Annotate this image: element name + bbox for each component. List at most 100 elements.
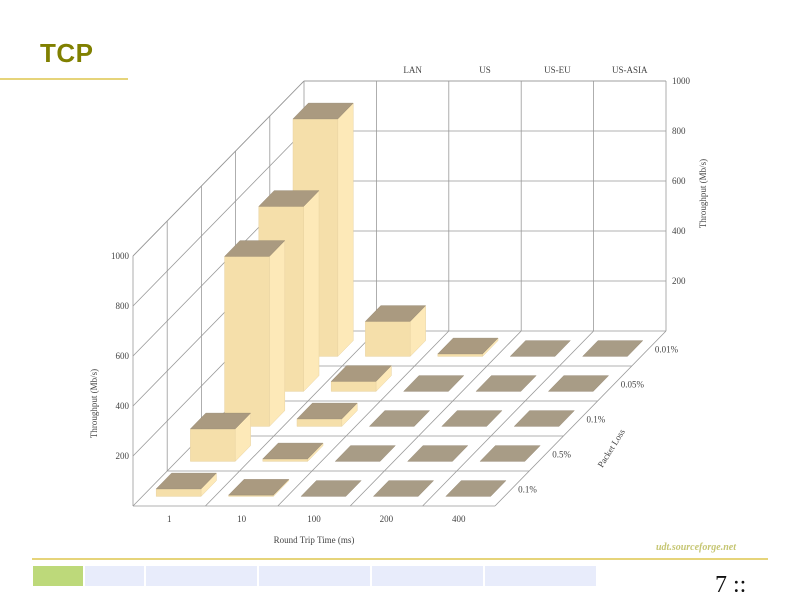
bar-top-face (437, 337, 499, 355)
left-y-axis-title: Throughput (Mb/s) (89, 369, 99, 438)
bar (509, 340, 571, 357)
back-wall-category-label: US-EU (544, 65, 571, 75)
right-y-axis-title: Throughput (Mb/s) (698, 159, 708, 228)
bar-front-face (262, 458, 308, 462)
bar (262, 442, 324, 463)
right-y-tick-label: 1000 (672, 76, 691, 86)
bar-top-face (372, 480, 435, 497)
bar (582, 340, 644, 357)
bar-top-face (262, 442, 324, 460)
right-y-tick-label: 600 (672, 176, 686, 186)
left-y-tick-label: 200 (116, 451, 130, 461)
footer-segment-3[interactable] (146, 566, 257, 586)
bar (368, 410, 431, 427)
right-y-tick-label: 200 (672, 276, 686, 286)
left-y-tick-label: 800 (116, 301, 130, 311)
depth-axis-title: Packet Loss (596, 427, 628, 469)
left-y-tick-label: 400 (116, 401, 130, 411)
bar (437, 337, 499, 358)
x-tick-label: 100 (307, 514, 321, 524)
left-wall-horizontal-gridline (132, 80, 305, 257)
depth-tick-label: 0.01% (655, 345, 679, 355)
depth-tick-label: 0.1% (518, 485, 537, 495)
depth-tick-label: 0.05% (621, 380, 645, 390)
bar-front-face (330, 381, 377, 392)
footer-segment-5[interactable] (372, 566, 483, 586)
bar-side-face (337, 102, 354, 358)
footer-divider (32, 558, 768, 560)
bar (547, 375, 610, 392)
bar (364, 304, 427, 358)
footer-segment-1[interactable] (33, 566, 83, 586)
page-number: 7 :: (715, 572, 747, 598)
bar-top-face (479, 445, 541, 462)
footer-segment-4[interactable] (259, 566, 370, 586)
bar-front-face (190, 428, 236, 462)
bar-top-face (547, 375, 610, 392)
bar-top-face (407, 445, 469, 462)
bar-top-face (475, 375, 537, 392)
bar-top-face (368, 410, 431, 427)
x-tick-label: 1 (167, 514, 172, 524)
bar (296, 402, 358, 428)
left-y-tick-label: 600 (116, 351, 130, 361)
bar (330, 364, 392, 393)
footer-navigation-bar (33, 566, 596, 586)
bar-front-face (437, 353, 483, 357)
footer-link[interactable]: udt.sourceforge.net (656, 542, 736, 553)
bar-top-face (509, 340, 571, 357)
bar-top-face (296, 402, 358, 420)
bar-top-face (582, 340, 644, 357)
bar-top-face (228, 479, 290, 496)
bar-top-face (403, 375, 465, 392)
slide-title: TCP (40, 38, 94, 68)
floor-gridline-x (422, 330, 594, 507)
bar (300, 480, 362, 497)
bar (407, 445, 469, 462)
floor-gridline-x (494, 330, 667, 507)
bar-top-face (513, 410, 575, 427)
bar-front-face (224, 256, 270, 427)
bar-top-face (155, 472, 217, 490)
back-wall-category-label: US (479, 65, 491, 75)
bar (189, 412, 252, 463)
left-y-tick-label: 1000 (111, 251, 130, 261)
bar-top-face (334, 445, 396, 462)
x-tick-label: 400 (452, 514, 466, 524)
bar (475, 375, 537, 392)
bar-top-face (258, 190, 320, 207)
bar-front-face (296, 418, 343, 427)
bar-front-face (365, 321, 411, 357)
floor-gridline-x (205, 330, 377, 507)
back-wall-category-label: LAN (403, 65, 422, 75)
bar-top-face (300, 480, 362, 497)
bar-top-face (364, 305, 427, 322)
depth-tick-label: 0.1% (587, 415, 606, 425)
bar (441, 410, 503, 427)
floor-gridline-x (349, 330, 522, 507)
bar-top-face (292, 102, 354, 120)
bar-top-face (445, 480, 507, 497)
x-tick-label: 10 (237, 514, 247, 524)
bar-top-face (330, 365, 392, 382)
depth-tick-label: 0.5% (552, 450, 571, 460)
bar (224, 239, 286, 428)
x-axis-title: Round Trip Time (ms) (274, 535, 355, 545)
bar-top-face (224, 240, 286, 257)
right-y-tick-label: 800 (672, 126, 686, 136)
bar-top-face (441, 410, 503, 427)
bar (403, 375, 465, 392)
right-y-tick-label: 400 (672, 226, 686, 236)
floor-gridline-x (277, 330, 450, 507)
footer-segment-6[interactable] (485, 566, 596, 586)
bar (372, 480, 435, 497)
footer-segment-2[interactable] (85, 566, 144, 586)
bar-top-face (189, 412, 252, 430)
bar-front-face (155, 488, 202, 497)
bar (334, 445, 396, 462)
bar (155, 472, 217, 498)
bar-side-face (303, 189, 320, 393)
bar (228, 478, 290, 498)
left-wall-horizontal-gridline (132, 130, 305, 307)
